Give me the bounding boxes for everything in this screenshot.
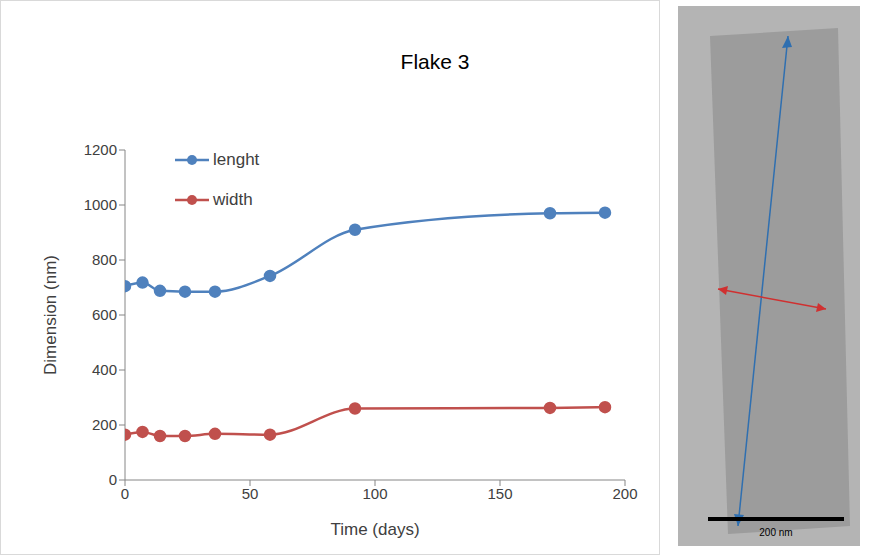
html-text:width: width xyxy=(213,190,253,209)
svg-text:1200: 1200 xyxy=(84,141,117,158)
svg-text:0: 0 xyxy=(121,485,129,502)
html-text:lenght: lenght xyxy=(213,150,260,169)
svg-text:200: 200 xyxy=(92,416,117,433)
svg-text:Dimension (nm): Dimension (nm) xyxy=(41,255,60,375)
svg-text:200: 200 xyxy=(612,485,637,502)
svg-text:50: 50 xyxy=(242,485,259,502)
svg-text:800: 800 xyxy=(92,251,117,268)
svg-text:1000: 1000 xyxy=(84,196,117,213)
svg-text:200 nm: 200 nm xyxy=(759,527,792,538)
svg-text:150: 150 xyxy=(487,485,512,502)
svg-text:Time (days): Time (days) xyxy=(330,520,419,539)
svg-text:0: 0 xyxy=(109,471,117,488)
svg-text:100: 100 xyxy=(362,485,387,502)
svg-text:600: 600 xyxy=(92,306,117,323)
svg-text:400: 400 xyxy=(92,361,117,378)
html-text:Flake 3: Flake 3 xyxy=(400,50,470,73)
